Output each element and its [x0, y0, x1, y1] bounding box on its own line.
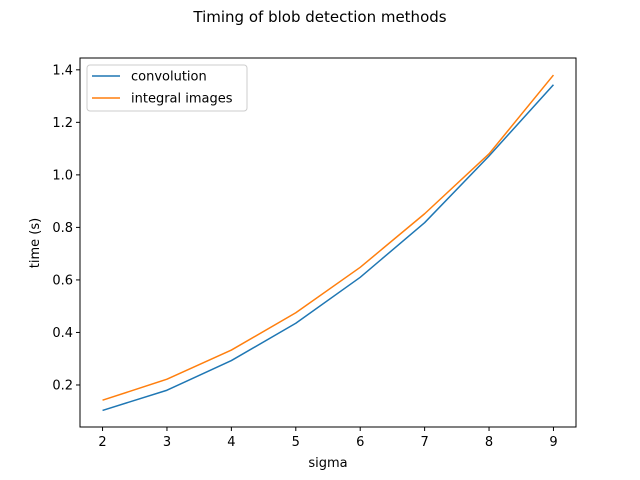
- y-axis-label: time (s): [28, 218, 43, 268]
- x-tick-label: 7: [420, 435, 428, 450]
- legend-box: [86, 64, 248, 112]
- y-tick-label: 1.0: [52, 168, 73, 183]
- y-tick-label: 0.4: [52, 326, 73, 341]
- y-tick-label: 0.8: [52, 221, 73, 236]
- x-tick-label: 8: [485, 435, 493, 450]
- x-tick-label: 4: [227, 435, 235, 450]
- x-axis-ticks: 2 3 4 5 6 7 8 9: [98, 427, 558, 450]
- legend-label-1: convolution: [131, 70, 207, 85]
- y-tick-label: 1.2: [52, 116, 73, 131]
- y-tick-label: 0.6: [52, 273, 73, 288]
- x-axis-label: sigma: [308, 456, 347, 471]
- y-tick-label: 1.4: [52, 63, 73, 78]
- x-tick-label: 6: [356, 435, 364, 450]
- x-tick-label: 2: [98, 435, 106, 450]
- y-tick-label: 0.2: [52, 378, 73, 393]
- chart-title: Timing of blob detection methods: [192, 8, 446, 26]
- legend-label-2: integral images: [131, 92, 233, 107]
- y-axis-ticks: 0.2 0.4 0.6 0.8 1.0 1.2 1.4: [52, 63, 80, 393]
- x-tick-label: 3: [163, 435, 171, 450]
- legend: convolution integral images: [86, 64, 248, 112]
- x-tick-label: 9: [549, 435, 557, 450]
- plot-area: 2 3 4 5 6 7 8 9 0.2 0.4 0.6 0.8 1.0 1.2 1.4: [52, 57, 577, 450]
- series-layer: [102, 74, 555, 412]
- series-line-2: [102, 74, 555, 401]
- axes-frame: [79, 57, 577, 428]
- x-tick-label: 5: [292, 435, 300, 450]
- series-line-1: [102, 84, 555, 412]
